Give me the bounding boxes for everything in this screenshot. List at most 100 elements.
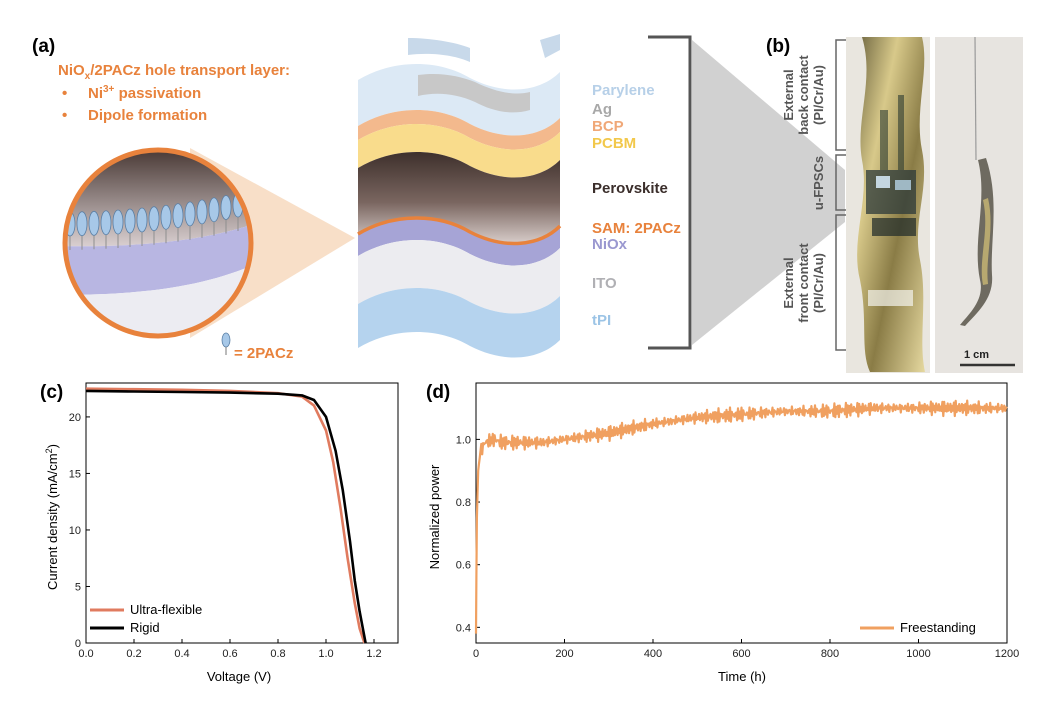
x-tick-label: 200 [555,648,573,660]
panel-d: (d) 0 200 400 600 800 1000 1200 0.4 0.6 0.8 1.0 Fre… [426,382,1019,684]
bracket-label-back-contact: External back contact (PI/Cr/Au) [781,55,826,135]
legend-label: Rigid [130,620,160,635]
parylene-layer [358,64,560,136]
bullet-mark-2: • [62,107,67,124]
molecule-head [88,210,100,236]
bracket-label-u-fpscs: u-FPSCs [811,156,826,210]
layer-label-sam: SAM: 2PACz [592,220,681,237]
panel-b: (b) 1 cm External back contact [766,36,1023,373]
panel-c-label: (c) [40,382,63,403]
molecule-head [196,199,208,225]
y-tick-label: 15 [69,468,81,480]
svg-text:External: External [781,69,796,120]
legend-label: Freestanding [900,620,976,635]
molecule-head [220,195,232,220]
photo-left [846,37,930,373]
svg-text:back contact: back contact [796,55,811,135]
layer-label-niox: NiOx [592,236,628,253]
molecule-head [76,211,88,237]
x-tick-label: 0.0 [78,648,93,660]
stack-bracket [648,35,692,350]
molecule-head [100,210,112,236]
layer-label-ito: ITO [592,275,617,292]
molecule-head [112,209,124,235]
sam-2pacz-line [357,216,562,246]
chart-c-xlabel: Voltage (V) [207,669,271,684]
x-tick-label: 0 [473,648,479,660]
ag-layer [418,73,530,113]
x-tick-label: 1.2 [366,648,381,660]
layer-label-parylene: Parylene [592,82,655,99]
bullet-ni-passivation: Ni3+ passivation [88,84,201,102]
plot-frame [475,382,1008,644]
niox-layer [358,218,560,266]
bracket-label-front-contact: External front contact (PI/Cr/Au) [781,243,826,323]
scale-bar-label: 1 cm [964,349,989,361]
chart-d: 0 200 400 600 800 1000 1200 0.4 0.6 0.8 1.0 Freesta… [456,382,1019,660]
bcp-layer [358,110,560,150]
x-tick-label: 1.0 [318,648,333,660]
series-line-ultra-flexible [85,387,366,644]
y-tick-label: 5 [75,581,81,593]
series-line-rigid [85,389,367,644]
y-tick-label: 20 [69,412,81,424]
x-tick-label: 0.6 [222,648,237,660]
chart-d-ylabel: Normalized power [427,464,442,569]
molecular-zoom-circle [62,147,254,339]
x-tick-label: 0.8 [270,648,285,660]
svg-text:u-FPSCs: u-FPSCs [811,156,826,210]
chart-c: 0.0 0.2 0.4 0.6 0.8 1.0 1.2 0 5 10 15 20 Ultra-flexi… [69,382,399,660]
perovskite-layer [358,152,560,244]
photo-right: 1 cm [935,36,1023,373]
chart-d-xlabel: Time (h) [718,669,766,684]
y-tick-label: 1.0 [456,434,471,446]
y-tick-label: 0 [75,638,81,650]
panel-a-label: (a) [32,36,55,57]
y-tick-label: 10 [69,525,81,537]
2pacz-molecule-icon [221,332,231,348]
layer-label-tpi: tPI [592,312,611,329]
plot-frame [85,382,399,644]
molecule-head [124,208,136,234]
molecule-head [172,203,184,229]
2pacz-legend-label: = 2PACz [234,345,293,362]
svg-text:front contact: front contact [796,243,811,323]
pcbm-layer [358,124,560,178]
layer-label-bcp: BCP [592,118,624,135]
x-tick-label: 1200 [995,648,1019,660]
layer-label-pcbm: PCBM [592,135,636,152]
series-line-freestanding [474,399,1008,634]
y-tick-label: 0.6 [456,560,471,572]
molecule-head [208,197,220,223]
chart-c-ylabel: Current density (mA/cm2) [44,444,60,590]
x-tick-label: 600 [732,648,750,660]
tpi-layer [358,288,560,358]
x-tick-label: 0.4 [174,648,189,660]
panel-c: (c) 0.0 0.2 0.4 0.6 0.8 1.0 1.2 0 5 10 15 20 Ultra-f… [40,382,399,684]
device-stack [357,34,562,358]
gray-zoom-cone [692,40,845,345]
htl-title: NiOx/2PACz hole transport layer: [58,62,290,82]
panel-b-label: (b) [766,36,790,57]
bullet-dipole-formation: Dipole formation [88,107,207,124]
svg-text:(PI/Cr/Au): (PI/Cr/Au) [811,65,826,125]
layer-label-perovskite: Perovskite [592,180,668,197]
svg-text:External: External [781,257,796,308]
2pacz-molecule-row [65,189,251,250]
y-tick-label: 0.8 [456,497,471,509]
y-tick-label: 0.4 [456,622,471,634]
layer-label-ag: Ag [592,101,612,118]
svg-text:(PI/Cr/Au): (PI/Cr/Au) [811,253,826,313]
x-tick-label: 400 [644,648,662,660]
x-tick-label: 1000 [906,648,930,660]
legend-label: Ultra-flexible [130,602,202,617]
molecule-head [160,204,172,230]
panel-a: (a) NiOx/2PACz hole transport layer: • N… [32,34,845,362]
x-tick-label: 0.2 [126,648,141,660]
molecule-head [136,207,148,233]
x-tick-label: 800 [821,648,839,660]
ito-layer [358,240,560,314]
panel-d-label: (d) [426,382,450,403]
molecule-head [148,206,160,232]
